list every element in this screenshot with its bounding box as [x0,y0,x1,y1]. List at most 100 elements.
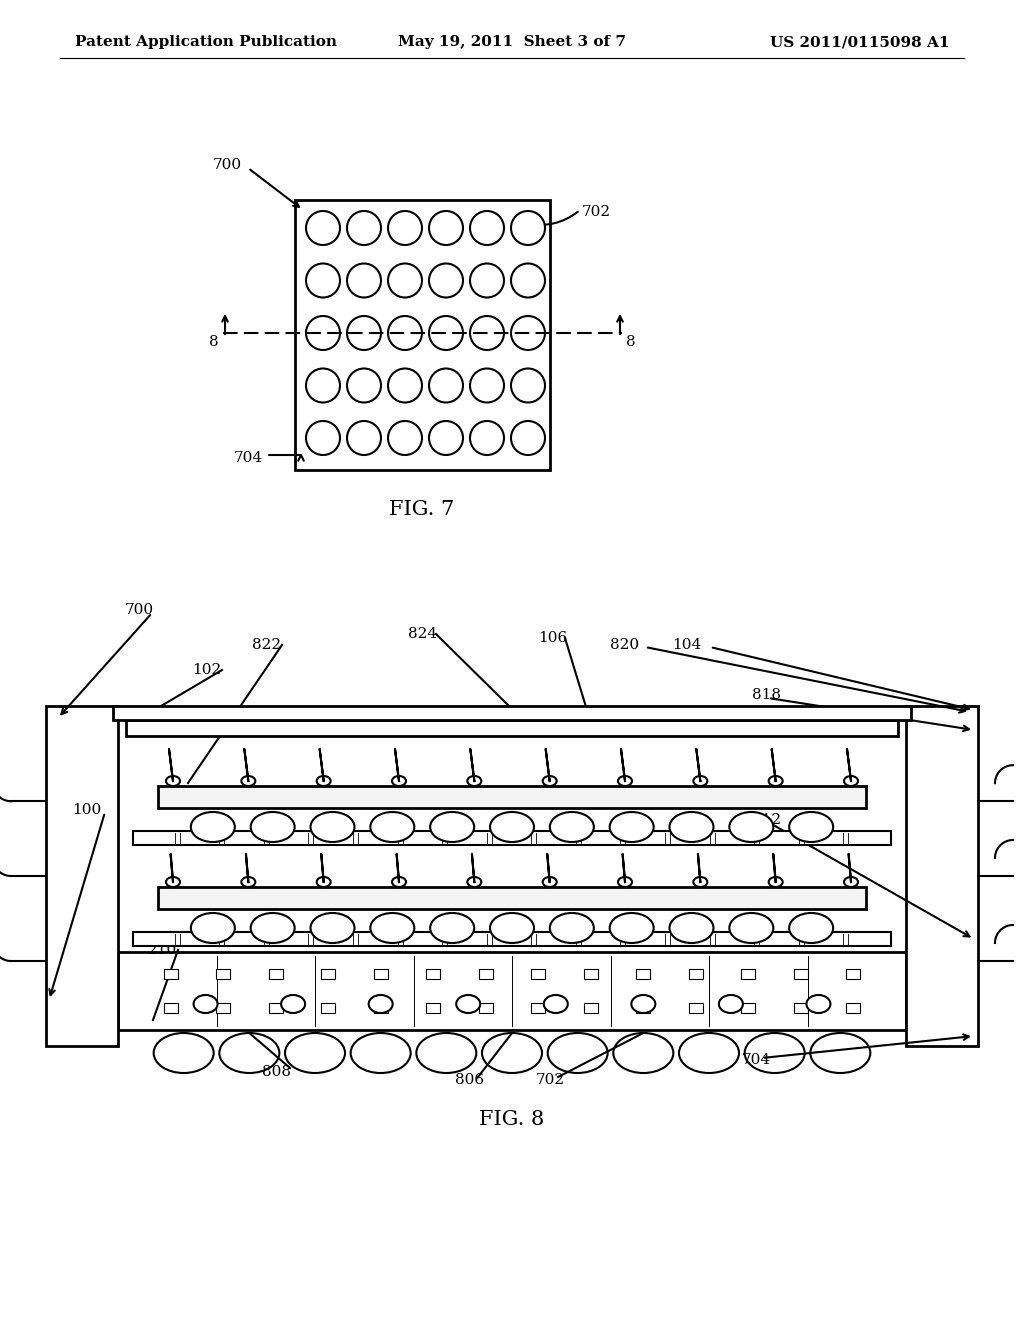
Bar [164,969,177,979]
Circle shape [470,421,504,455]
Ellipse shape [316,776,331,785]
Ellipse shape [219,1034,280,1073]
Circle shape [429,368,463,403]
Ellipse shape [285,1034,345,1073]
Ellipse shape [190,913,234,942]
Circle shape [347,421,381,455]
Circle shape [347,264,381,297]
Ellipse shape [729,812,773,842]
Ellipse shape [670,812,714,842]
Bar [164,1003,177,1014]
Text: 704: 704 [233,451,263,465]
Bar [295,201,550,470]
Ellipse shape [490,812,534,842]
Ellipse shape [618,876,632,887]
Ellipse shape [154,1034,214,1073]
Bar [906,706,978,1045]
Ellipse shape [430,812,474,842]
Bar [118,952,906,1030]
Ellipse shape [310,812,354,842]
Circle shape [429,315,463,350]
Ellipse shape [371,913,415,942]
Circle shape [306,264,340,297]
Bar [322,1003,335,1014]
Ellipse shape [550,913,594,942]
Circle shape [306,315,340,350]
Text: 104: 104 [672,638,701,652]
Ellipse shape [251,913,295,942]
Bar [847,1003,860,1014]
Ellipse shape [166,876,180,887]
Ellipse shape [679,1034,739,1073]
Text: 100: 100 [72,803,101,817]
Ellipse shape [316,876,331,887]
Text: 806: 806 [455,1073,484,1086]
Ellipse shape [350,1034,411,1073]
Text: 102: 102 [193,663,221,677]
Ellipse shape [550,812,594,842]
Bar [158,785,866,808]
Circle shape [470,211,504,246]
Ellipse shape [548,1034,607,1073]
Ellipse shape [844,776,858,785]
Circle shape [429,421,463,455]
Text: 824: 824 [408,627,437,642]
Circle shape [388,264,422,297]
Bar [158,887,866,909]
Bar [847,969,860,979]
Bar [268,969,283,979]
Ellipse shape [693,876,708,887]
Bar [741,1003,756,1014]
Bar [531,1003,545,1014]
Ellipse shape [417,1034,476,1073]
Text: 818: 818 [752,688,781,702]
Ellipse shape [457,995,480,1012]
Text: 808: 808 [262,1065,291,1078]
Bar [794,969,808,979]
Text: 700: 700 [125,603,155,616]
Bar [531,969,545,979]
Circle shape [470,315,504,350]
Bar [268,1003,283,1014]
Circle shape [470,368,504,403]
Circle shape [429,264,463,297]
Bar [636,969,650,979]
Text: 704: 704 [742,1053,771,1067]
Circle shape [347,315,381,350]
Bar [374,1003,388,1014]
Ellipse shape [543,876,557,887]
Bar [133,832,891,845]
Circle shape [388,368,422,403]
Ellipse shape [369,995,392,1012]
Text: 702: 702 [536,1073,565,1086]
Circle shape [511,315,545,350]
Ellipse shape [790,812,834,842]
Ellipse shape [166,776,180,785]
Circle shape [429,211,463,246]
Ellipse shape [613,1034,674,1073]
Bar [794,1003,808,1014]
Bar [584,1003,598,1014]
Bar [479,1003,493,1014]
Circle shape [470,264,504,297]
Circle shape [511,211,545,246]
Bar [479,969,493,979]
Ellipse shape [392,776,406,785]
Ellipse shape [844,876,858,887]
Ellipse shape [632,995,655,1012]
Ellipse shape [490,913,534,942]
Circle shape [511,368,545,403]
Ellipse shape [609,812,653,842]
Bar [113,706,911,719]
Ellipse shape [467,776,481,785]
Ellipse shape [282,995,305,1012]
Text: 822: 822 [252,638,282,652]
Bar [216,969,230,979]
Circle shape [306,421,340,455]
Ellipse shape [609,913,653,942]
Circle shape [511,421,545,455]
Ellipse shape [392,876,406,887]
Text: 210: 210 [148,942,177,957]
Bar [689,969,702,979]
Ellipse shape [719,995,742,1012]
